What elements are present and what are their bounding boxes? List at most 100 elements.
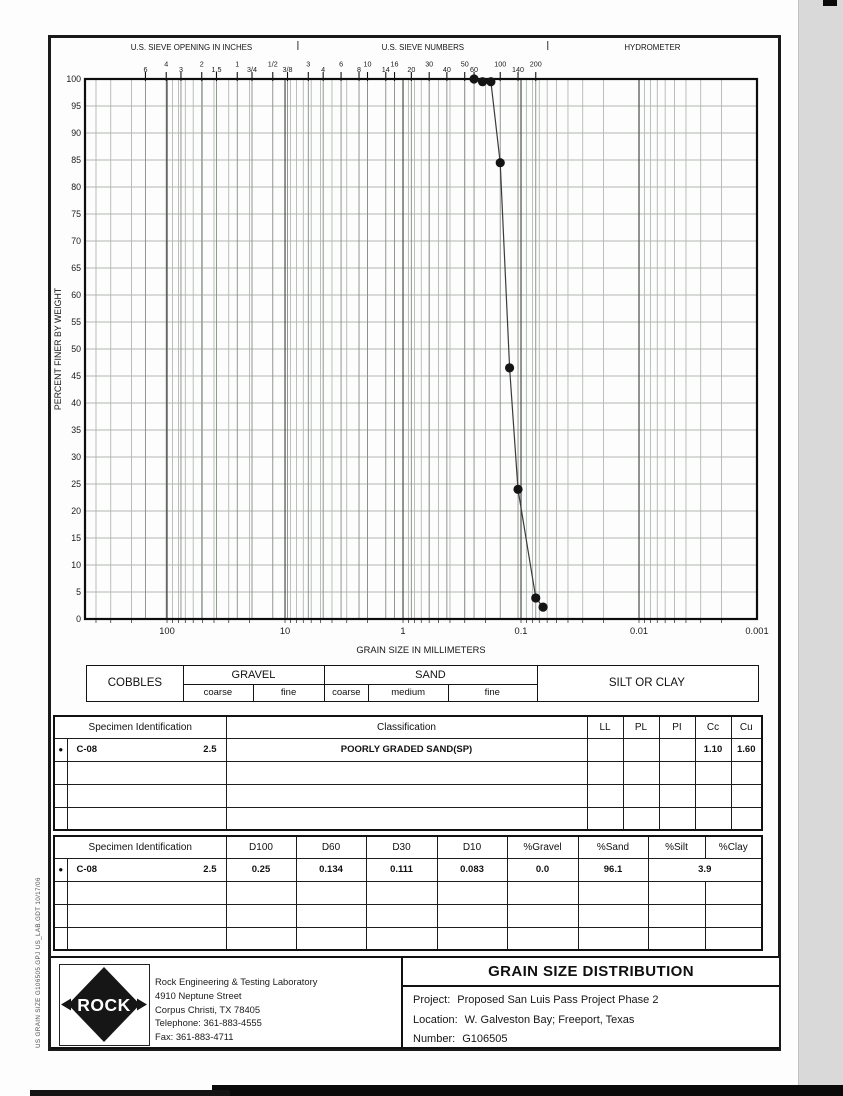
- specimen-depth: 2.5: [203, 864, 217, 875]
- y-tick-label: 70: [71, 236, 81, 246]
- table-row: [53, 926, 763, 951]
- data-point-marker: [469, 74, 479, 84]
- index-value-cell: 1.10: [694, 737, 732, 762]
- gradation-value-cell: 0.25: [225, 857, 297, 882]
- column-header: D30: [365, 835, 438, 859]
- gradation-value-cell: [704, 903, 763, 928]
- footer-divider: [401, 958, 403, 1047]
- column-header: Specimen Identification: [53, 715, 227, 739]
- classification-table: Specimen Identification Classification LL P…: [53, 715, 763, 831]
- table-row: [53, 880, 763, 905]
- y-tick-label: 40: [71, 398, 81, 408]
- file-stamp-vertical: US GRAIN SIZE G106505.GPJ US_LAB.GDT 10/…: [35, 877, 42, 1048]
- specimen-id-cell: [66, 880, 227, 905]
- y-tick-label: 30: [71, 452, 81, 462]
- sieve-label: 40: [443, 65, 451, 74]
- sieve-label: 14: [382, 65, 390, 74]
- classification-cell: [225, 806, 588, 831]
- specimen-id: C-08: [76, 744, 98, 755]
- specimen-id-cell: C-08 2.5: [66, 737, 227, 762]
- band-sand: SAND: [415, 668, 446, 681]
- gradation-value-cell: 0.134: [295, 857, 367, 882]
- sieve-label: 100: [494, 60, 506, 69]
- scan-artifact: [30, 1090, 230, 1096]
- location-line: Location: W. Galveston Bay; Freeport, Tex…: [413, 1014, 634, 1026]
- gradation-table: Specimen Identification D100 D60 D30 D10 %Gra…: [53, 835, 763, 951]
- column-header: Cu: [730, 715, 763, 739]
- logo-right-tip: [137, 998, 147, 1011]
- x-tick-label: 100: [159, 626, 175, 636]
- sieve-label: 30: [425, 60, 433, 69]
- sieve-label: 4: [321, 65, 325, 74]
- column-header: %Sand: [577, 835, 649, 859]
- column-header: %Clay: [704, 835, 763, 859]
- index-value-cell: [586, 783, 624, 808]
- y-tick-label: 15: [71, 533, 81, 543]
- index-value-cell: [586, 737, 624, 762]
- column-header: PI: [658, 715, 696, 739]
- axis-section-label: HYDROMETER: [624, 43, 680, 52]
- band-divider: [324, 666, 326, 701]
- sieve-label: 10: [363, 60, 371, 69]
- project-line: Project: Proposed San Luis Pass Project P…: [413, 994, 658, 1006]
- company-address-line: 4910 Neptune Street: [155, 989, 242, 1001]
- index-value-cell: [730, 806, 763, 831]
- index-value-cell: [586, 760, 624, 785]
- index-value-cell: [658, 737, 696, 762]
- number-label: Number:: [413, 1033, 456, 1045]
- curve-marker-cell: ●: [53, 737, 68, 762]
- y-tick-label: 100: [66, 74, 81, 84]
- x-tick-label: 0.01: [630, 626, 648, 636]
- company-address-line: Fax: 361-883-4711: [155, 1031, 234, 1043]
- data-point-marker: [538, 602, 548, 612]
- gradation-value-cell: 0.111: [365, 857, 438, 882]
- column-header: LL: [586, 715, 624, 739]
- y-tick-label: 85: [71, 155, 81, 165]
- x-tick-label: 1: [400, 626, 405, 636]
- curve-marker-cell: [53, 760, 68, 785]
- gradation-value-cell: [506, 926, 579, 951]
- gradation-value-cell: [295, 926, 367, 951]
- band-sub-divider: [368, 684, 370, 701]
- x-tick-label: 0.001: [745, 626, 768, 636]
- gradation-value-cell: 96.1: [577, 857, 649, 882]
- gradation-value-cell: [225, 880, 297, 905]
- sieve-label: 20: [407, 65, 415, 74]
- table-row: [53, 760, 763, 785]
- gradation-value-cell: [647, 880, 706, 905]
- project-label: Project:: [413, 994, 451, 1006]
- sieve-label: 2: [200, 60, 204, 69]
- gradation-value-cell: [506, 880, 579, 905]
- scan-edge-strip: [798, 0, 843, 1096]
- number-value: G106505: [462, 1033, 508, 1045]
- y-tick-label: 80: [71, 182, 81, 192]
- table-row: [53, 783, 763, 808]
- curve-marker-cell: [53, 926, 68, 951]
- gradation-value-cell: [295, 880, 367, 905]
- band-sand-coarse: coarse: [332, 686, 361, 698]
- location-value: W. Galveston Bay; Freeport, Texas: [464, 1014, 635, 1026]
- specimen-id-cell: [66, 783, 227, 808]
- y-tick-label: 95: [71, 101, 81, 111]
- specimen-id: C-08: [76, 864, 98, 875]
- data-point-marker: [477, 77, 488, 87]
- sieve-label: 1.5: [211, 65, 221, 74]
- index-value-cell: [694, 783, 732, 808]
- band-gravel: GRAVEL: [231, 668, 276, 681]
- axis-section-label: U.S. SIEVE OPENING IN INCHES: [131, 43, 252, 52]
- column-header: D60: [295, 835, 367, 859]
- title-block: ROCK Rock Engineering & Testing Laborato…: [51, 956, 779, 1049]
- y-tick-label: 25: [71, 479, 81, 489]
- classification-cell: [225, 760, 588, 785]
- column-header: Classification: [225, 715, 588, 739]
- band-gravel-coarse: coarse: [203, 686, 233, 698]
- soil-fraction-band: COBBLES GRAVEL coarse fine SAND coarse medium f…: [86, 665, 759, 702]
- sieve-label: 1/2: [268, 60, 278, 69]
- specimen-depth: 2.5: [203, 744, 217, 755]
- sieve-label: 50: [461, 60, 469, 69]
- sieve-label: 8: [357, 65, 361, 74]
- band-mid-line: [182, 684, 325, 685]
- sieve-label: 6: [143, 65, 147, 74]
- column-header: %Gravel: [506, 835, 579, 859]
